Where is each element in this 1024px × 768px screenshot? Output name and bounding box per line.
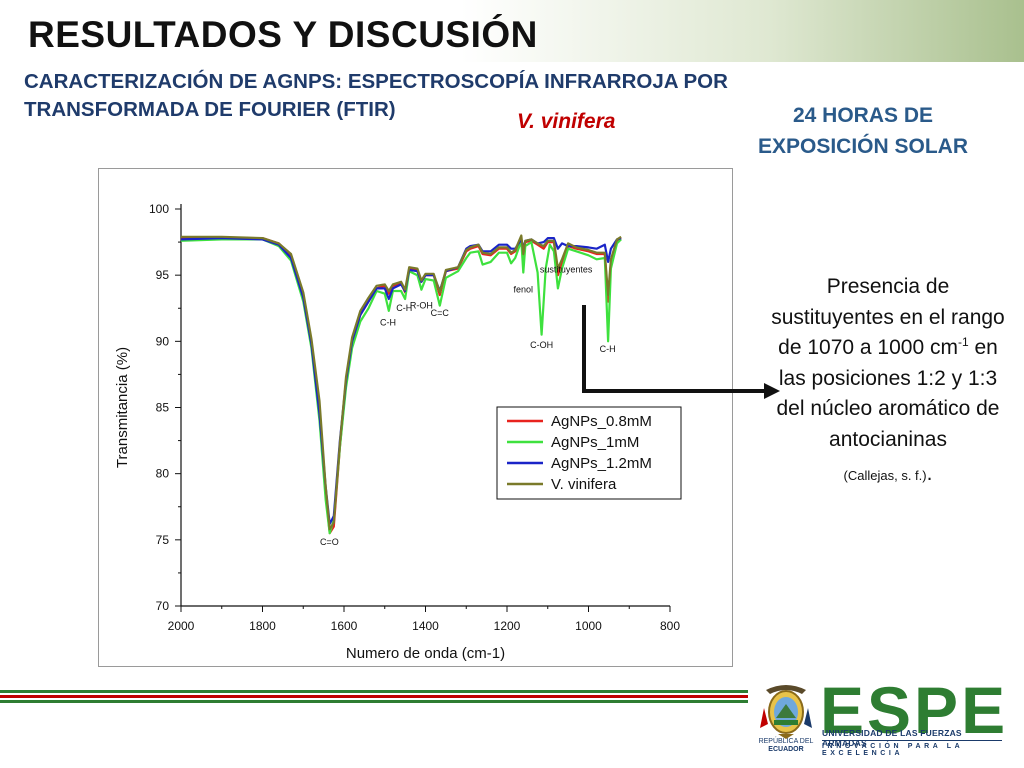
peak-annotation: C-H — [396, 303, 412, 313]
note-period: . — [926, 462, 933, 485]
peak-annotation: C-H — [600, 344, 616, 354]
seal-caption: REPÚBLICA DEL ECUADOR — [756, 738, 816, 754]
footer-stripes — [0, 690, 748, 706]
ecuador-seal-icon — [760, 685, 812, 739]
peak-annotation: C=C — [431, 308, 450, 318]
connector-arrow — [582, 305, 780, 399]
exposure-line-2: EXPOSICIÓN SOLAR — [757, 135, 969, 158]
y-tick-label: 85 — [156, 401, 170, 415]
y-tick-label: 95 — [156, 268, 170, 282]
legend-label: AgNPs_1.2mM — [551, 455, 652, 472]
peak-annotation: C-OH — [530, 340, 553, 350]
subtitle-line-1: CARACTERIZACIÓN DE AGNPS: ESPECTROSCOPÍA… — [24, 70, 728, 93]
university-motto: INNOVACIÓN PARA LA EXCELENCIA — [822, 740, 1002, 757]
peak-annotation: C-H — [380, 317, 396, 327]
arrow-line — [582, 305, 770, 393]
x-tick-label: 800 — [660, 619, 680, 633]
peak-annotation: sustituyentes — [540, 265, 593, 275]
note-citation: (Callejas, s. f.) — [843, 468, 927, 483]
legend-label: V. vinifera — [551, 476, 617, 493]
legend-label: AgNPs_0.8mM — [551, 413, 652, 430]
slide-title: RESULTADOS Y DISCUSIÓN — [28, 14, 538, 55]
university-name: UNIVERSIDAD DE LAS FUERZAS ARMADAS — [822, 728, 962, 748]
ftir-chart: 100 95 90 85 80 75 70 2000 1800 1600 1400 1200 1000 8… — [98, 168, 733, 667]
x-tick-label: 1000 — [575, 619, 602, 633]
x-tick-label: 1600 — [331, 619, 358, 633]
species-label: V. vinifera — [517, 110, 616, 133]
peak-annotation: fenol — [514, 284, 534, 294]
slide-subtitle: CARACTERIZACIÓN DE AGNPS: ESPECTROSCOPÍA… — [24, 68, 924, 124]
seal-caption-line-1: REPÚBLICA DEL — [758, 738, 814, 745]
chart-legend: AgNPs_0.8mM AgNPs_1mM AgNPs_1.2mM V. vinife… — [496, 406, 682, 500]
ftir-chart-svg: 100 95 90 85 80 75 70 2000 1800 1600 1400 1200 1000 8… — [114, 202, 682, 662]
peak-annotation: C=O — [320, 537, 339, 547]
peak-annotation: R-OH — [410, 300, 433, 310]
series-line-4 — [181, 234, 622, 531]
x-axis-label: Numero de onda (cm-1) — [346, 645, 505, 662]
x-tick-label: 1400 — [412, 619, 439, 633]
note-text: Presencia de sustituyentes en el rango d… — [771, 275, 1005, 359]
note-text-cont: en las posiciones 1:2 y 1:3 del núcleo a… — [776, 336, 1000, 451]
exposure-line-1: 24 HORAS DE — [792, 104, 934, 127]
university-logo: REPÚBLICA DEL ECUADOR ESPE UNIVERSIDAD D… — [752, 673, 1014, 766]
seal-caption-line-2: ECUADOR — [768, 746, 804, 753]
x-tick-label: 2000 — [168, 619, 195, 633]
x-tick-label: 1800 — [249, 619, 276, 633]
brand-wordmark: ESPE — [820, 673, 1009, 747]
interpretation-note: Presencia de sustituyentes en el rango d… — [770, 272, 1006, 492]
y-tick-label: 90 — [156, 334, 170, 348]
y-tick-label: 80 — [156, 467, 170, 481]
arrow-head-icon — [764, 383, 780, 399]
y-tick-label: 75 — [156, 533, 170, 547]
y-axis-label: Transmitancia (%) — [114, 347, 131, 468]
subtitle-line-2: TRANSFORMADA DE FOURIER (FTIR) — [24, 98, 396, 121]
y-tick-label: 100 — [149, 202, 169, 216]
legend-label: AgNPs_1mM — [551, 434, 639, 451]
note-superscript: -1 — [957, 335, 969, 349]
title-bar-background — [0, 0, 1024, 62]
x-tick-label: 1200 — [494, 619, 521, 633]
y-tick-label: 70 — [156, 599, 170, 613]
exposure-label: 24 HORAS DE EXPOSICIÓN SOLAR — [718, 100, 1008, 162]
